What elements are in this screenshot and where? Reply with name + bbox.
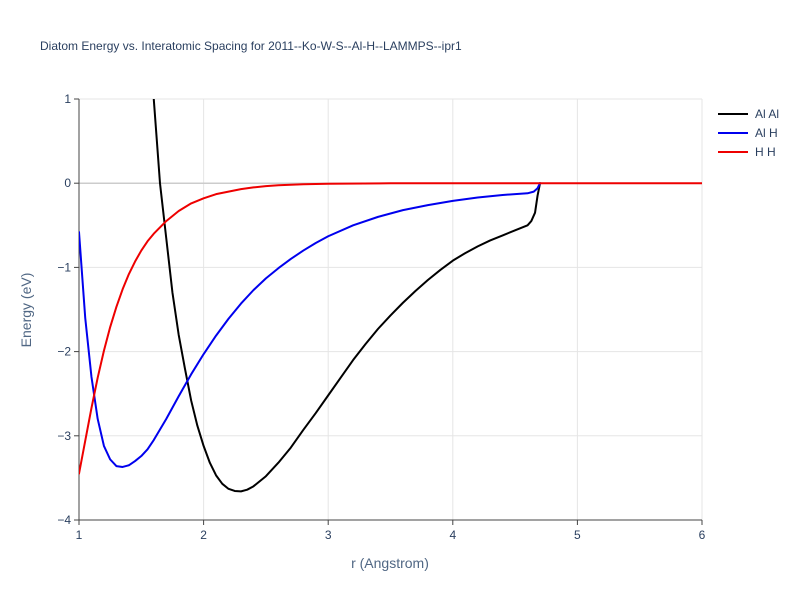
x-axis-title: r (Angstrom)	[351, 555, 429, 571]
tick-layer: 1 2 3 4 5 6 1 0 −1 −2 −3 −4	[57, 92, 705, 542]
chart-title: Diatom Energy vs. Interatomic Spacing fo…	[40, 39, 462, 53]
y-tick-label: 1	[64, 92, 71, 106]
y-tick-label: −2	[57, 345, 71, 359]
series-line-al-al	[152, 99, 542, 493]
legend-label: Al Al	[755, 107, 779, 121]
legend-label: H H	[755, 145, 776, 159]
series-line-al-h	[79, 182, 542, 468]
y-tick-label: 0	[64, 176, 71, 190]
grid-layer	[79, 98, 703, 520]
axis-layer	[78, 99, 702, 521]
y-tick-label: −1	[57, 260, 71, 274]
x-tick-label: 5	[574, 528, 581, 542]
legend-item-al-h[interactable]: Al H	[718, 126, 778, 140]
y-tick-label: −4	[57, 513, 71, 527]
y-axis-title: Energy (eV)	[18, 273, 34, 348]
x-tick-label: 4	[449, 528, 456, 542]
legend[interactable]: Al Al Al H H H	[718, 107, 779, 159]
x-tick-label: 3	[325, 528, 332, 542]
y-tick-label: −3	[57, 429, 71, 443]
series-line-h-h	[79, 182, 702, 475]
legend-item-al-al[interactable]: Al Al	[718, 107, 779, 121]
x-tick-label: 2	[200, 528, 207, 542]
legend-item-h-h[interactable]: H H	[718, 145, 776, 159]
legend-label: Al H	[755, 126, 778, 140]
x-tick-label: 1	[76, 528, 83, 542]
series-layer	[79, 99, 702, 493]
x-tick-label: 6	[699, 528, 706, 542]
